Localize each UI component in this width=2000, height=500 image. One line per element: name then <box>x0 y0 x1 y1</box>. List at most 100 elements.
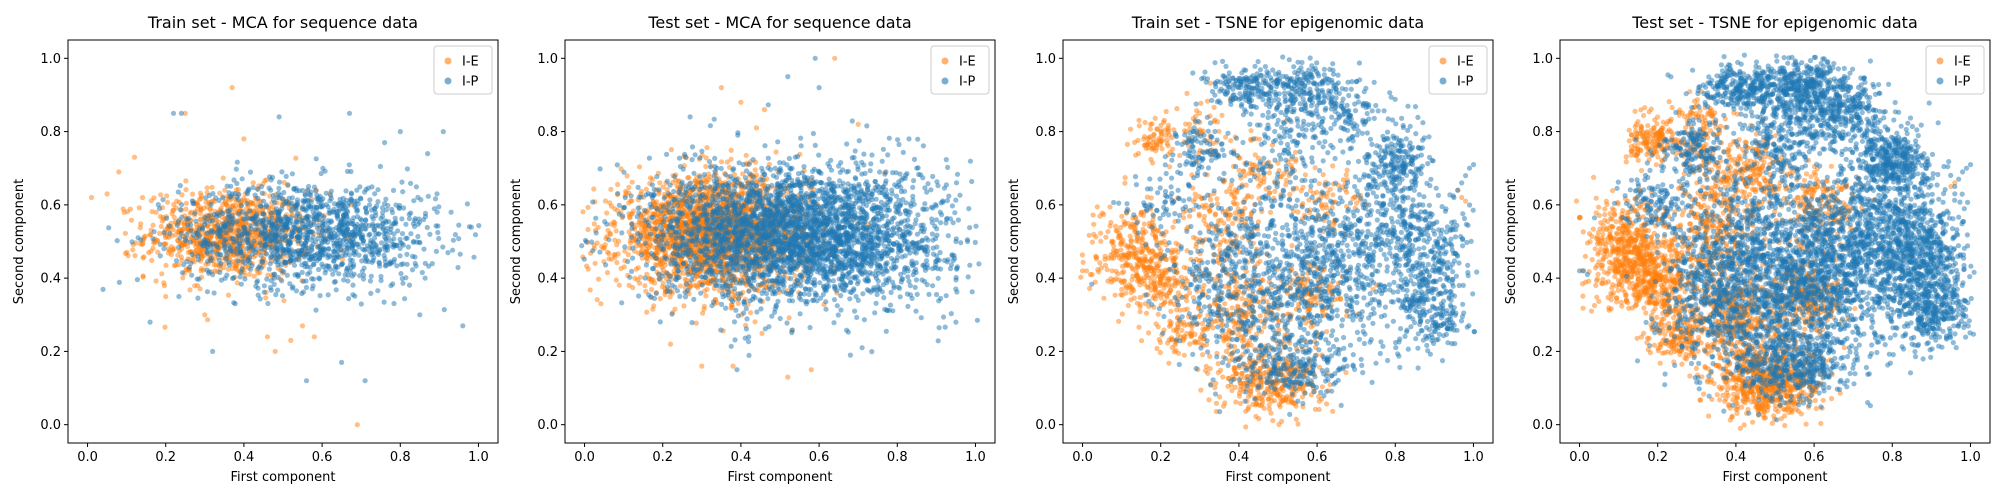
point <box>316 275 322 281</box>
point <box>319 251 325 258</box>
point <box>350 282 356 288</box>
point <box>320 196 326 202</box>
point <box>206 269 212 275</box>
point <box>808 367 814 373</box>
point <box>125 253 131 259</box>
point <box>391 242 397 248</box>
point <box>288 207 294 213</box>
point <box>323 190 329 196</box>
point <box>375 231 381 237</box>
point <box>313 307 319 313</box>
point <box>275 287 281 293</box>
point <box>354 422 360 428</box>
point <box>276 179 283 185</box>
point <box>222 187 228 193</box>
point <box>658 208 664 214</box>
point <box>405 244 411 250</box>
point <box>148 198 154 204</box>
point <box>218 234 224 240</box>
point <box>316 256 322 262</box>
point <box>216 257 222 263</box>
point <box>244 235 250 241</box>
point <box>320 227 326 233</box>
point <box>615 181 621 188</box>
point <box>190 201 196 207</box>
point <box>681 270 687 276</box>
point <box>308 229 314 235</box>
point <box>331 279 337 285</box>
point <box>673 235 679 241</box>
y-tick-label: 0.4 <box>40 272 61 287</box>
point <box>427 231 433 237</box>
point <box>383 262 389 268</box>
point <box>441 307 447 313</box>
point <box>295 234 301 240</box>
point <box>210 348 216 354</box>
point <box>178 110 184 116</box>
point <box>602 198 609 204</box>
point <box>279 278 285 284</box>
point <box>404 166 410 172</box>
point <box>252 192 258 198</box>
point <box>417 312 423 318</box>
point <box>605 227 611 234</box>
point <box>289 171 295 177</box>
point <box>351 250 357 256</box>
point <box>785 374 791 380</box>
point <box>242 216 248 222</box>
point <box>597 249 603 255</box>
point <box>344 208 350 214</box>
point <box>293 207 299 213</box>
point <box>327 198 333 204</box>
point <box>327 227 333 233</box>
point <box>591 221 597 227</box>
point <box>208 247 214 253</box>
point <box>312 256 318 262</box>
x-tick-label: 1.0 <box>468 450 489 465</box>
point <box>349 245 355 251</box>
point <box>410 253 416 259</box>
point <box>205 317 211 323</box>
point <box>348 238 354 245</box>
point <box>919 238 925 244</box>
point <box>400 261 406 267</box>
point <box>218 205 224 211</box>
point <box>158 223 164 229</box>
point <box>360 276 367 282</box>
point <box>177 207 183 213</box>
point <box>194 234 200 241</box>
point <box>650 219 656 225</box>
point <box>234 262 240 268</box>
point <box>289 233 295 239</box>
point <box>346 162 352 168</box>
point <box>615 251 621 257</box>
point <box>188 228 194 234</box>
point <box>198 268 204 274</box>
point <box>259 190 265 196</box>
point <box>238 269 244 276</box>
point <box>679 202 685 209</box>
point <box>368 290 374 296</box>
point <box>288 337 294 343</box>
point <box>268 248 275 254</box>
point <box>346 110 353 116</box>
points-layer <box>88 85 482 428</box>
point <box>360 246 366 252</box>
point <box>388 260 394 266</box>
point <box>626 229 632 235</box>
point <box>258 203 264 209</box>
point <box>158 192 164 198</box>
point <box>224 183 230 189</box>
point <box>403 235 409 241</box>
point <box>765 155 771 161</box>
point <box>150 236 156 242</box>
point <box>752 167 758 173</box>
point <box>279 169 285 175</box>
point <box>279 206 285 212</box>
point <box>261 283 267 289</box>
point <box>354 187 360 193</box>
point <box>246 187 252 193</box>
point <box>703 155 709 161</box>
point <box>259 258 266 264</box>
point <box>114 238 120 244</box>
